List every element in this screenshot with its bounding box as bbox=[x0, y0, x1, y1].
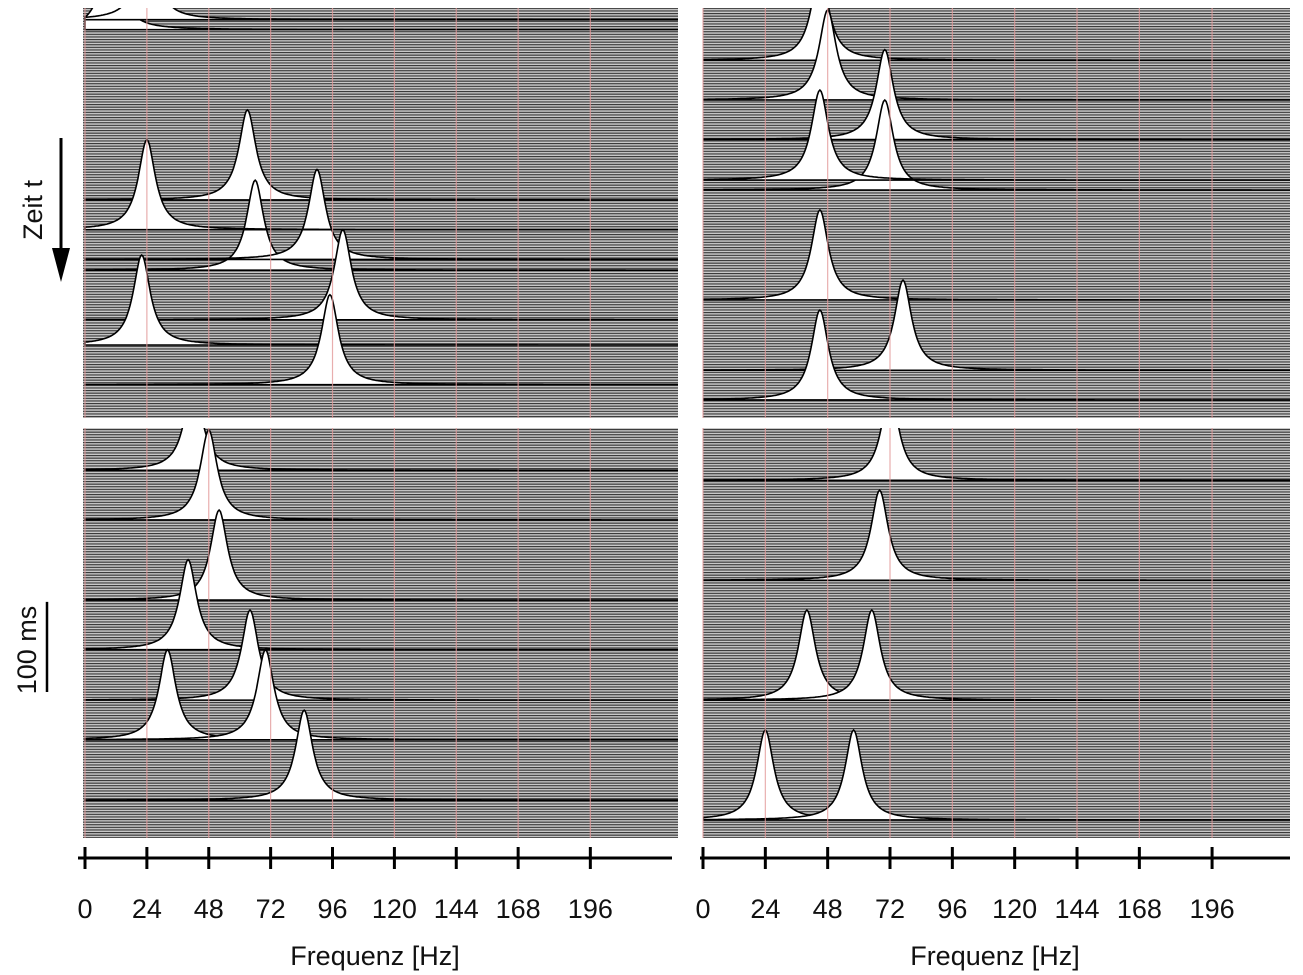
x-tick-label: 0 bbox=[695, 894, 710, 924]
spectrum-peak bbox=[703, 98, 1290, 191]
x-tick-label: 120 bbox=[372, 894, 417, 924]
panel-content bbox=[84, 8, 678, 386]
spectrum-peak bbox=[703, 88, 1290, 181]
x-tick-label: 196 bbox=[568, 894, 613, 924]
time-label: Zeit t bbox=[18, 179, 48, 240]
panel bbox=[703, 8, 1290, 418]
panel-background bbox=[83, 8, 678, 418]
x-tick-label: 24 bbox=[750, 894, 780, 924]
x-axis-title: Frequenz [Hz] bbox=[290, 941, 460, 971]
spectrum-peak bbox=[703, 279, 1290, 372]
spectrum-peak bbox=[703, 308, 1290, 401]
x-tick-label: 144 bbox=[1054, 894, 1099, 924]
x-tick-label: 72 bbox=[256, 894, 286, 924]
spectrum-peak bbox=[703, 428, 1290, 482]
spectrum-peak bbox=[703, 8, 1290, 101]
x-tick-label: 196 bbox=[1190, 894, 1235, 924]
x-tick-label: 48 bbox=[813, 894, 843, 924]
x-tick-label: 72 bbox=[875, 894, 905, 924]
x-tick-label: 96 bbox=[937, 894, 967, 924]
spectrum-peak bbox=[84, 293, 678, 386]
x-tick-label: 120 bbox=[992, 894, 1037, 924]
spectrum-peak bbox=[84, 709, 678, 801]
x-axis-title: Frequenz [Hz] bbox=[910, 941, 1080, 971]
spectrum-peak bbox=[84, 8, 678, 31]
panel bbox=[83, 428, 678, 838]
spectrum-peak bbox=[703, 608, 1290, 701]
panel-background bbox=[703, 8, 1290, 418]
spectrum-peak bbox=[84, 168, 678, 261]
x-tick-label: 144 bbox=[434, 894, 479, 924]
spectrum-peak bbox=[84, 228, 678, 321]
spectrum-peak bbox=[84, 648, 678, 741]
x-tick-label: 168 bbox=[1117, 894, 1162, 924]
x-tick-label: 48 bbox=[194, 894, 224, 924]
panel bbox=[703, 428, 1290, 838]
spectrum-peak bbox=[84, 8, 678, 21]
time-arrow-head bbox=[52, 248, 70, 282]
spectrum-peak bbox=[84, 253, 678, 346]
spectrum-peak bbox=[703, 48, 1290, 141]
x-tick-label: 96 bbox=[317, 894, 347, 924]
spectrum-peak bbox=[84, 179, 678, 272]
spectrum-peak bbox=[703, 8, 1290, 62]
spectrum-peak bbox=[84, 108, 678, 201]
panel bbox=[83, 8, 678, 418]
x-tick-label: 0 bbox=[77, 894, 92, 924]
spectrum-peak bbox=[703, 728, 1290, 821]
panel-background bbox=[703, 428, 1290, 838]
x-tick-label: 168 bbox=[496, 894, 541, 924]
spectrum-peak bbox=[703, 208, 1290, 301]
scale-label: 100 ms bbox=[12, 606, 42, 695]
spectrum-peak bbox=[84, 608, 678, 701]
panel-content bbox=[703, 8, 1290, 401]
x-tick-label: 24 bbox=[132, 894, 162, 924]
spectrum-peak bbox=[703, 489, 1290, 582]
spectrum-peak bbox=[84, 428, 678, 521]
spectrum-peak bbox=[84, 558, 678, 651]
panel-content bbox=[703, 428, 1290, 821]
panel-content bbox=[84, 428, 678, 801]
spectrum-peak bbox=[84, 138, 678, 231]
